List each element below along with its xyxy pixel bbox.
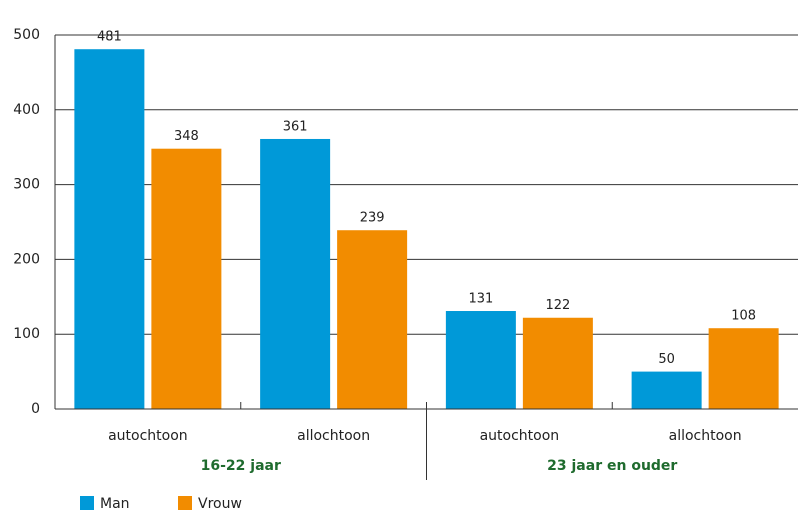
value-label: 108 bbox=[731, 309, 756, 324]
y-tick-label: 500 bbox=[13, 27, 40, 43]
bar bbox=[74, 49, 145, 409]
bar bbox=[151, 148, 222, 410]
x-tick-label: allochtoon bbox=[669, 428, 742, 444]
y-tick-label: 0 bbox=[31, 401, 40, 417]
y-tick-label: 200 bbox=[13, 251, 40, 267]
bar bbox=[708, 328, 779, 409]
legend-label: Vrouw bbox=[198, 496, 242, 512]
y-tick-label: 300 bbox=[13, 177, 40, 193]
value-label: 50 bbox=[658, 352, 675, 367]
x-tick-label: autochtoon bbox=[108, 428, 188, 444]
x-tick-label: allochtoon bbox=[297, 428, 370, 444]
y-tick-label: 400 bbox=[13, 102, 40, 118]
legend-swatch bbox=[80, 496, 94, 510]
value-label: 361 bbox=[283, 119, 308, 134]
bar bbox=[445, 311, 516, 409]
bar bbox=[631, 371, 702, 409]
bar bbox=[522, 317, 593, 409]
legend-label: Man bbox=[100, 496, 130, 512]
value-label: 131 bbox=[468, 292, 493, 307]
group-label: 16-22 jaar bbox=[201, 458, 281, 474]
value-label: 239 bbox=[360, 211, 385, 226]
bar bbox=[260, 138, 331, 410]
value-label: 122 bbox=[545, 298, 570, 313]
y-tick-label: 100 bbox=[13, 326, 40, 342]
x-tick-label: autochtoon bbox=[480, 428, 560, 444]
value-label: 481 bbox=[97, 30, 122, 45]
value-label: 348 bbox=[174, 129, 199, 144]
group-label: 23 jaar en ouder bbox=[547, 458, 677, 474]
legend-swatch bbox=[178, 496, 192, 510]
bar bbox=[337, 230, 408, 409]
